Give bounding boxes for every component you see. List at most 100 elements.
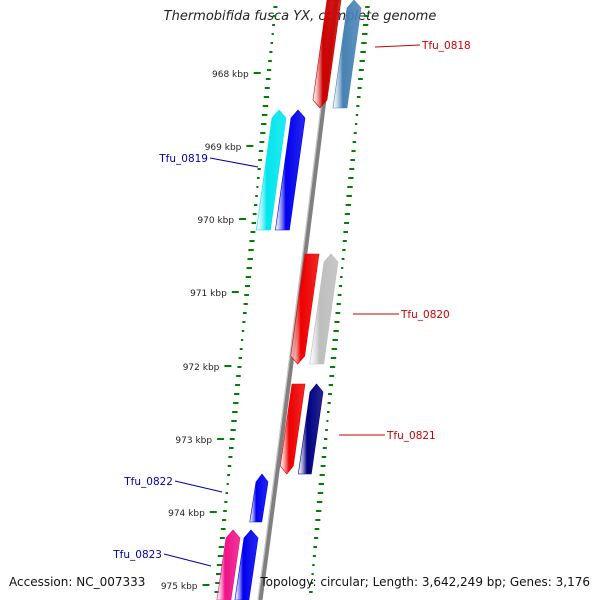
gc-dot — [223, 510, 227, 512]
gc-dot — [358, 78, 363, 80]
gc-dot — [356, 105, 360, 107]
gc-dot — [318, 483, 325, 485]
gc-dot — [338, 285, 343, 287]
gc-dot — [342, 249, 346, 251]
gc-dot — [356, 96, 361, 98]
gc-dot — [327, 402, 331, 404]
gc-dot — [332, 339, 338, 341]
gc-dot — [262, 105, 269, 107]
gene-arrow — [312, 0, 342, 109]
partner-bar — [297, 383, 324, 475]
gene-feature[interactable] — [312, 0, 362, 109]
gc-dot — [226, 483, 229, 485]
gc-dot — [341, 267, 344, 269]
gc-dot — [269, 51, 273, 53]
kbp-tick-mark — [253, 72, 261, 74]
kbp-ticks: 968 kbp 969 kbp 970 kbp 971 kbp 972 kbp 973 k… — [161, 70, 261, 592]
gc-dot — [215, 582, 221, 584]
gene-label[interactable]: Tfu_0818 — [421, 40, 471, 52]
gc-dot — [244, 285, 251, 287]
label-leader-line — [209, 157, 259, 168]
gc-dot — [250, 231, 256, 233]
gc-dot — [217, 555, 224, 557]
genome-summary-text: Topology: circular; Length: 3,642,249 bp… — [260, 575, 590, 589]
gene-label[interactable]: Tfu_0822 — [123, 476, 173, 488]
gc-dot — [227, 465, 232, 467]
gc-dot — [349, 168, 355, 170]
gc-dot — [312, 555, 316, 557]
gene-feature[interactable] — [216, 529, 259, 600]
gc-dot — [354, 123, 358, 125]
gc-dot — [263, 96, 270, 98]
kbp-tick-label: 975 kbp — [161, 582, 198, 592]
kbp-tick-label: 970 kbp — [197, 216, 234, 226]
feature-track — [216, 0, 362, 600]
gc-dot — [268, 60, 272, 62]
gene-label[interactable]: Tfu_0819 — [158, 153, 208, 165]
gc-dot — [351, 150, 356, 152]
gc-dot — [319, 474, 325, 476]
gc-dot — [326, 420, 329, 422]
gc-dot — [270, 42, 274, 44]
gene-feature[interactable] — [256, 109, 306, 231]
gene-label[interactable]: Tfu_0821 — [386, 430, 436, 442]
gc-content-track — [214, 6, 370, 593]
gc-dot — [310, 582, 314, 584]
gc-dot — [333, 330, 339, 332]
gc-dot — [313, 546, 318, 548]
kbp-tick-mark — [231, 291, 239, 293]
gc-dot — [316, 501, 323, 503]
kbp-tick-mark — [239, 218, 247, 220]
gc-dot — [271, 33, 274, 35]
gc-dot — [261, 123, 267, 125]
gc-dot — [330, 366, 336, 368]
gene-feature[interactable] — [279, 383, 324, 475]
gc-dot — [228, 456, 233, 458]
gc-dot — [337, 294, 342, 296]
gc-dot — [265, 78, 271, 80]
gc-dot — [326, 411, 330, 413]
gene-feature[interactable] — [290, 253, 339, 365]
gc-dot — [264, 87, 270, 89]
gc-dot — [363, 24, 369, 26]
label-leader-line — [174, 480, 223, 493]
gc-dot — [233, 402, 239, 404]
gc-dot — [357, 87, 362, 89]
gc-dot — [365, 6, 370, 8]
gc-dot — [353, 132, 357, 134]
gc-dot — [361, 42, 367, 44]
gene-label[interactable]: Tfu_0820 — [400, 309, 450, 321]
gc-dot — [325, 429, 328, 431]
kbp-tick-mark — [202, 584, 210, 586]
gc-dot — [252, 213, 257, 215]
gc-dot — [225, 492, 229, 494]
gc-dot — [251, 222, 257, 224]
gc-dot — [221, 519, 227, 521]
gc-dot — [229, 438, 235, 440]
gc-dot — [364, 15, 369, 17]
kbp-tick-label: 968 kbp — [212, 70, 249, 80]
gc-dot — [214, 591, 220, 593]
gc-dot — [314, 528, 320, 530]
kbp-tick-mark — [224, 365, 232, 367]
gc-dot — [344, 222, 349, 224]
gc-dot — [220, 528, 226, 530]
label-leader-line — [374, 44, 421, 48]
gc-dot — [323, 438, 328, 440]
gc-rail-right — [309, 6, 370, 593]
gc-dot — [237, 366, 242, 368]
gc-dot — [255, 195, 258, 197]
label-leader-line — [163, 553, 212, 567]
gc-dot — [239, 348, 243, 350]
gc-rail-left — [214, 6, 278, 593]
gc-dot — [272, 24, 276, 26]
gc-dot — [219, 537, 225, 539]
gc-dot — [344, 213, 351, 215]
gc-dot — [249, 240, 255, 242]
gc-dot — [340, 276, 343, 278]
gene-feature[interactable] — [249, 473, 269, 523]
gc-dot — [335, 312, 341, 314]
gene-label[interactable]: Tfu_0823 — [112, 549, 162, 561]
gc-dot — [328, 384, 334, 386]
gc-dot — [261, 114, 268, 116]
